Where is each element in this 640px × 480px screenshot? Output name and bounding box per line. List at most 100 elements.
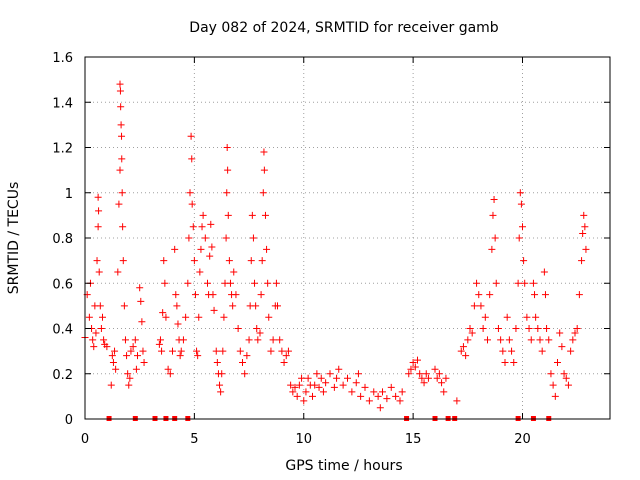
data-point xyxy=(416,370,424,378)
data-point xyxy=(490,196,498,204)
data-point xyxy=(172,291,180,299)
data-point xyxy=(525,325,533,332)
data-point xyxy=(293,392,301,400)
y-tick-label: 0.8 xyxy=(52,232,73,247)
data-point xyxy=(370,388,378,396)
data-point xyxy=(361,383,369,391)
data-point xyxy=(118,189,126,197)
data-point xyxy=(438,379,446,387)
data-point xyxy=(95,207,103,215)
data-point xyxy=(204,279,211,287)
data-point xyxy=(119,223,127,231)
data-point xyxy=(257,291,265,299)
data-point xyxy=(164,365,172,373)
y-tick-label: 0.6 xyxy=(52,277,73,292)
data-point xyxy=(536,336,544,344)
chart-title: Day 082 of 2024, SRMTID for receiver gam… xyxy=(189,20,499,36)
data-point xyxy=(241,370,249,378)
data-point xyxy=(243,352,251,360)
data-point xyxy=(191,291,199,299)
data-point xyxy=(278,347,286,355)
data-point xyxy=(218,370,226,378)
data-point xyxy=(224,211,232,219)
y-tick-label: 1.6 xyxy=(52,51,73,66)
data-point xyxy=(94,223,102,231)
data-point xyxy=(209,291,217,299)
data-point xyxy=(187,132,195,140)
data-point xyxy=(497,336,505,344)
data-point xyxy=(94,193,102,201)
data-point xyxy=(422,370,430,378)
data-point xyxy=(470,302,478,310)
data-point xyxy=(212,347,220,355)
data-point xyxy=(96,302,104,310)
data-point xyxy=(248,211,256,219)
data-point xyxy=(190,257,198,265)
data-point xyxy=(100,336,108,344)
data-point xyxy=(182,313,190,321)
data-point xyxy=(174,320,182,328)
data-point xyxy=(558,343,566,351)
data-point xyxy=(188,200,196,208)
data-point xyxy=(479,325,487,332)
data-point xyxy=(206,252,214,260)
data-point xyxy=(510,358,518,366)
data-point xyxy=(89,336,97,344)
data-point xyxy=(136,284,144,292)
data-point xyxy=(492,279,500,287)
data-points xyxy=(81,80,590,412)
data-point xyxy=(138,318,146,326)
data-point xyxy=(232,291,240,299)
data-point xyxy=(159,309,167,317)
data-point xyxy=(549,381,557,389)
data-point xyxy=(139,347,147,355)
data-point xyxy=(216,381,224,389)
data-point xyxy=(226,279,234,287)
data-point xyxy=(213,358,221,366)
data-point xyxy=(194,352,202,360)
data-point xyxy=(494,325,502,332)
data-point xyxy=(123,352,131,360)
data-point xyxy=(158,347,166,355)
y-axis-title: SRMTID / TECUs xyxy=(6,182,22,295)
data-point xyxy=(274,302,281,310)
y-tick-label: 1.4 xyxy=(52,96,73,111)
data-point xyxy=(116,166,124,174)
data-point xyxy=(579,229,587,237)
data-point xyxy=(543,325,551,332)
data-point xyxy=(326,370,334,378)
data-point xyxy=(267,347,275,355)
data-point xyxy=(162,313,170,321)
data-point xyxy=(137,297,145,305)
data-point xyxy=(392,392,400,400)
data-point xyxy=(97,325,105,332)
data-point xyxy=(578,257,586,265)
data-point xyxy=(247,257,255,265)
data-point xyxy=(179,336,187,344)
data-point xyxy=(333,374,341,382)
data-point xyxy=(210,306,218,314)
data-point xyxy=(166,370,174,378)
data-point xyxy=(515,234,523,242)
data-point xyxy=(176,352,184,360)
data-point xyxy=(219,347,227,355)
x-tick-label: 5 xyxy=(190,432,198,447)
data-point xyxy=(196,268,204,276)
data-point xyxy=(126,374,134,382)
data-point xyxy=(258,257,266,265)
data-point xyxy=(114,268,122,276)
data-point xyxy=(348,388,356,396)
x-tick-label: 10 xyxy=(295,432,312,447)
data-point xyxy=(501,358,509,366)
data-point xyxy=(508,347,516,355)
data-point xyxy=(582,245,590,253)
data-point xyxy=(475,291,483,299)
data-point xyxy=(516,189,524,197)
data-point xyxy=(295,381,303,389)
data-point xyxy=(131,336,139,344)
data-point xyxy=(184,279,192,287)
data-point xyxy=(119,257,127,265)
data-point xyxy=(199,211,207,219)
data-point xyxy=(117,103,125,111)
data-point xyxy=(161,279,169,287)
